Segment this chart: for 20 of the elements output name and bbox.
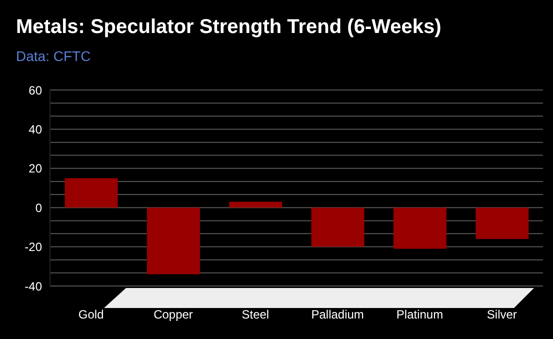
x-tick-label: Gold <box>78 308 104 322</box>
y-tick-label: -20 <box>24 240 42 254</box>
bar <box>393 208 446 249</box>
y-tick-label: 0 <box>35 200 42 215</box>
chart-title: Metals: Speculator Strength Trend (6-Weeks) <box>16 16 442 39</box>
bar <box>311 208 364 247</box>
chart-subtitle: Data: CFTC <box>16 48 91 64</box>
x-tick-label: Palladium <box>311 308 364 322</box>
y-tick-label: 20 <box>28 162 42 176</box>
bar <box>146 208 200 274</box>
bar <box>64 178 118 208</box>
x-tick-label: Silver <box>486 308 517 322</box>
x-tick-label: Copper <box>154 308 193 322</box>
y-tick-label: 40 <box>28 122 42 136</box>
y-tick-label: 60 <box>28 83 42 98</box>
x-tick-label: Platinum <box>396 308 444 322</box>
x-tick-label: Steel <box>242 308 270 322</box>
bar <box>476 208 529 239</box>
bar <box>229 202 282 208</box>
y-tick-label: -40 <box>24 279 42 294</box>
